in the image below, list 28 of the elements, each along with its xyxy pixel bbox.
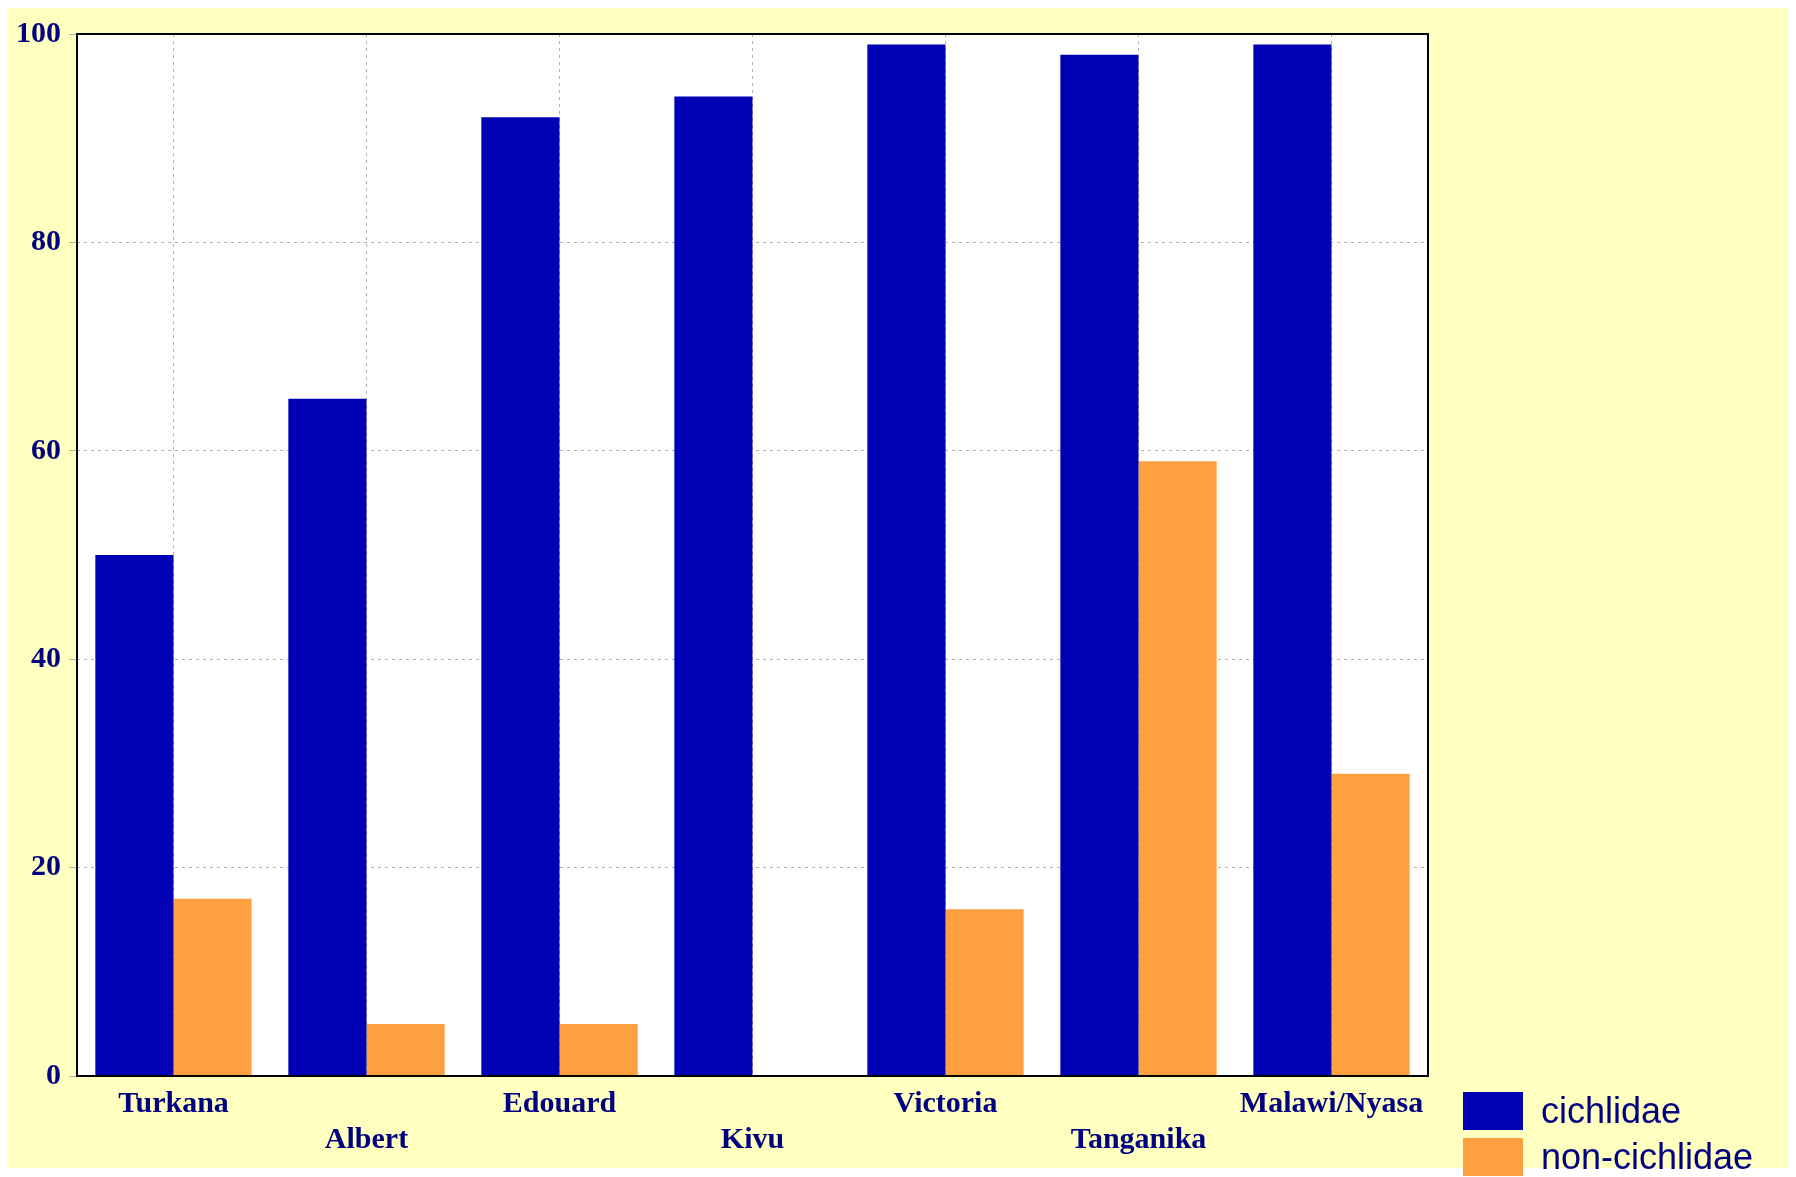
y-tick-label: 60 xyxy=(31,431,61,465)
x-tick-label: Tanganika xyxy=(1070,1120,1207,1154)
y-tick-label: 40 xyxy=(31,639,61,673)
y-tick-label: 20 xyxy=(31,848,61,882)
x-tick-label: Victoria xyxy=(893,1084,998,1118)
bar xyxy=(481,117,560,1076)
bar xyxy=(1138,461,1217,1076)
bar xyxy=(288,398,367,1076)
bar xyxy=(173,898,252,1076)
bar xyxy=(867,44,946,1076)
y-tick-label: 0 xyxy=(46,1056,61,1090)
legend-label: non-cichlidae xyxy=(1541,1136,1754,1177)
x-tick-label: Albert xyxy=(324,1120,409,1154)
y-tick-label: 100 xyxy=(16,14,61,48)
x-tick-label: Turkana xyxy=(118,1084,229,1118)
x-tick-label: Kivu xyxy=(720,1120,785,1154)
bar xyxy=(1060,54,1139,1076)
bar xyxy=(945,909,1024,1076)
bar xyxy=(559,1023,638,1076)
bar xyxy=(1331,773,1410,1076)
bar xyxy=(366,1023,445,1076)
legend-label: cichlidae xyxy=(1541,1090,1682,1132)
bar xyxy=(95,555,174,1076)
bar xyxy=(674,96,753,1076)
x-tick-label: Edouard xyxy=(502,1084,617,1118)
y-tick-label: 80 xyxy=(31,223,61,257)
x-tick-label: Malawi/Nyasa xyxy=(1239,1084,1424,1118)
bar xyxy=(1253,44,1332,1076)
